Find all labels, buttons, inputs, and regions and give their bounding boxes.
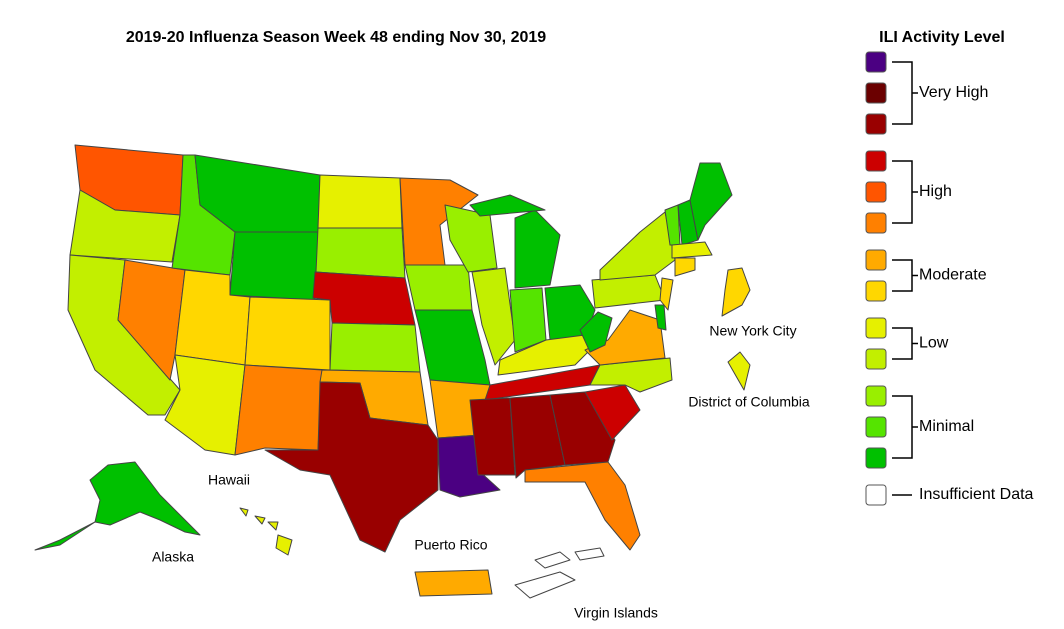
legend-bracket	[892, 160, 913, 224]
legend-label: Minimal	[919, 418, 974, 435]
map-title: 2019-20 Influenza Season Week 48 ending …	[126, 29, 546, 46]
region	[469, 194, 546, 217]
region	[229, 231, 319, 301]
legend-swatch	[865, 150, 887, 172]
region	[674, 257, 696, 277]
legend-swatch	[865, 113, 887, 135]
region	[414, 309, 491, 386]
region	[721, 267, 751, 317]
legend-bracket	[892, 61, 913, 125]
legend-label: Very High	[919, 84, 988, 101]
region	[267, 521, 279, 531]
legend-swatch	[865, 51, 887, 73]
region	[469, 397, 516, 476]
region	[549, 391, 616, 466]
legend-label: Moderate	[919, 267, 987, 284]
legend-swatch	[865, 212, 887, 234]
region	[584, 384, 641, 441]
legend-swatch	[865, 249, 887, 271]
region	[471, 267, 516, 366]
region	[404, 264, 473, 311]
legend-bracket	[892, 395, 913, 459]
legend-label: High	[919, 183, 952, 200]
region	[514, 209, 561, 289]
inset-label: Puerto Rico	[414, 537, 487, 553]
region	[671, 241, 713, 259]
legend-bracket	[892, 327, 913, 360]
legend-swatch	[865, 181, 887, 203]
region	[89, 461, 201, 536]
inset-label: Virgin Islands	[574, 605, 658, 621]
legend-bracket	[892, 259, 913, 292]
legend-label: Low	[919, 335, 949, 352]
states	[34, 144, 751, 599]
region	[164, 354, 246, 456]
region	[239, 507, 249, 517]
inset-label: District of Columbia	[688, 394, 810, 410]
region	[329, 322, 421, 373]
region	[659, 277, 674, 311]
legend-swatch	[865, 447, 887, 469]
region	[315, 227, 406, 279]
inset-label: Alaska	[152, 549, 194, 565]
legend-swatch	[865, 82, 887, 104]
legend: Very High High Moderate Low Minimal Insuffici…	[865, 51, 1034, 506]
region	[244, 296, 331, 371]
legend-swatch	[865, 416, 887, 438]
region	[254, 515, 266, 525]
region	[599, 211, 676, 281]
region	[509, 394, 566, 479]
region	[534, 551, 571, 569]
region	[727, 351, 751, 391]
region	[414, 569, 493, 597]
inset-label: Hawaii	[208, 472, 250, 488]
region	[514, 571, 576, 599]
legend-title: ILI Activity Level	[879, 29, 1005, 46]
legend-swatch	[865, 484, 887, 506]
region	[524, 461, 641, 551]
region	[264, 381, 439, 553]
region	[275, 534, 293, 556]
legend-swatch	[865, 280, 887, 302]
region	[574, 547, 605, 561]
region	[579, 311, 613, 353]
legend-swatch	[865, 348, 887, 370]
region	[34, 521, 96, 551]
region	[317, 174, 403, 229]
legend-swatch	[865, 385, 887, 407]
legend-label: Insufficient Data	[919, 486, 1034, 503]
region	[654, 304, 667, 331]
region	[234, 364, 323, 456]
region	[689, 162, 733, 241]
legend-swatch	[865, 317, 887, 339]
inset-label: New York City	[709, 323, 796, 339]
